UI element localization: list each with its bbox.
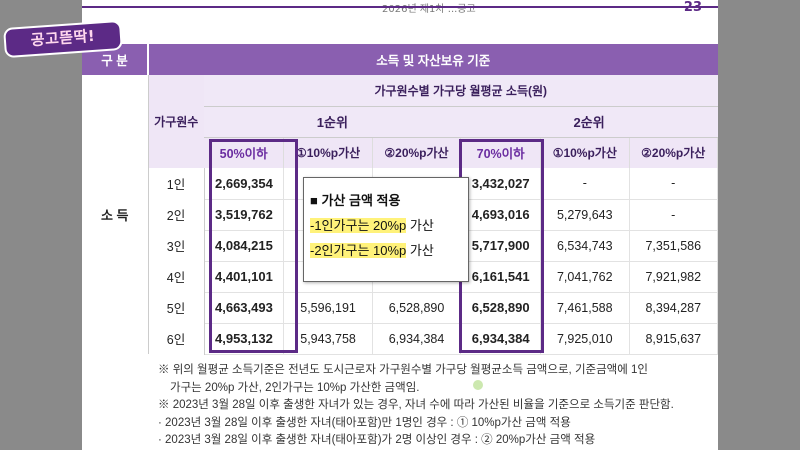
row-label: 1인 — [148, 168, 205, 199]
col-header: ①10%p가산 — [540, 137, 630, 168]
callout-suffix-2: 가산 — [406, 243, 434, 258]
col-header: 70%이하 — [460, 137, 542, 168]
left-margin — [0, 0, 82, 450]
cell: - — [540, 168, 630, 200]
table-row: 6인 4,953,132 5,943,758 6,934,384 6,934,3… — [82, 323, 718, 355]
cell: 6,934,384 — [372, 323, 462, 355]
col-header: ①10%p가산 — [283, 137, 373, 168]
callout-suffix-1: 가산 — [406, 218, 434, 233]
header-income: 가구원수별 가구당 월평균 소득(원) — [204, 75, 718, 107]
cell: 6,161,541 — [460, 261, 542, 293]
page-header-text: 2026년 제1차 ...공고 — [382, 4, 476, 15]
header-household: 가구원수 — [148, 75, 204, 168]
col-header: 50%이하 — [204, 137, 285, 168]
table-row: 5인 4,663,493 5,596,191 6,528,890 6,528,8… — [82, 292, 718, 324]
footnote: · 2023년 3월 28일 이후 출생한 자녀(태아포함)만 1명인 경우 :… — [158, 416, 571, 429]
cell: 5,943,758 — [283, 323, 373, 355]
header-main: 소득 및 자산보유 기준 — [148, 44, 718, 75]
footnote: · 2023년 3월 28일 이후 출생한 자녀(태아포함)가 2명 이상인 경… — [158, 434, 596, 446]
category-income: 소 득 — [82, 75, 149, 354]
cell: 2,669,354 — [204, 168, 285, 200]
cell: 3,519,762 — [204, 199, 285, 231]
cursor-indicator — [473, 380, 483, 390]
cell: 6,528,890 — [460, 292, 542, 324]
callout-line-1: -1인가구는 20%p 가산 — [310, 215, 462, 234]
cell: 7,461,588 — [540, 292, 630, 324]
cell: - — [629, 168, 718, 200]
row-label: 5인 — [148, 292, 205, 323]
footnote: 가구는 20%p 가산, 2인가구는 10%p 가산한 금액임. — [170, 381, 420, 394]
header-rule — [82, 6, 718, 8]
row-label: 2인 — [148, 199, 205, 230]
callout-line-2: -2인가구는 10%p 가산 — [310, 240, 462, 259]
cell: 6,934,384 — [460, 323, 542, 355]
col-header: ②20%p가산 — [629, 137, 718, 168]
cell: 6,528,890 — [372, 292, 462, 324]
cell: 4,084,215 — [204, 230, 285, 262]
cell: 8,394,287 — [629, 292, 718, 324]
cell: 5,596,191 — [283, 292, 373, 324]
row-label: 4인 — [148, 261, 205, 292]
footnote: ※ 2023년 3월 28일 이후 출생한 자녀가 있는 경우, 자녀 수에 따… — [158, 399, 674, 411]
callout-title: ■ 가산 금액 적용 — [310, 193, 401, 208]
cell: 4,953,132 — [204, 323, 285, 355]
row-label: 6인 — [148, 323, 205, 354]
header-rank1: 1순위 — [204, 106, 461, 138]
cell: 4,693,016 — [460, 199, 542, 231]
cell: 7,351,586 — [629, 230, 718, 262]
surcharge-callout: ■ 가산 금액 적용 -1인가구는 20%p 가산 -2인가구는 10%p 가산 — [303, 177, 469, 282]
cell: - — [629, 199, 718, 231]
document-page: 2026년 제1차 ...공고 23 구 분 소득 및 자산보유 기준 소 득 … — [82, 0, 718, 450]
cell: 4,401,101 — [204, 261, 285, 293]
callout-highlight-1: -1인가구는 20%p — [310, 218, 407, 233]
footnote: ※ 위의 월평균 소득기준은 전년도 도시근로자 가구원수별 가구당 월평균소득… — [158, 364, 649, 376]
highlight-box-rank1 — [209, 139, 298, 353]
header-rank2: 2순위 — [460, 106, 718, 138]
row-label: 3인 — [148, 230, 205, 261]
cell: 7,041,762 — [540, 261, 630, 293]
cell: 7,925,010 — [540, 323, 630, 355]
cell: 8,915,637 — [629, 323, 718, 355]
cell: 5,717,900 — [460, 230, 542, 262]
right-margin — [718, 0, 800, 450]
callout-highlight-2: -2인가구는 10%p — [310, 243, 407, 258]
highlight-box-rank2 — [459, 139, 544, 353]
cell: 5,279,643 — [540, 199, 630, 231]
footnotes: ※ 위의 월평균 소득기준은 전년도 도시근로자 가구원수별 가구당 월평균소득… — [158, 362, 718, 450]
col-header: ②20%p가산 — [372, 137, 462, 168]
cell: 7,921,982 — [629, 261, 718, 293]
cell: 4,663,493 — [204, 292, 285, 324]
cell: 3,432,027 — [460, 168, 542, 200]
cell: 6,534,743 — [540, 230, 630, 262]
